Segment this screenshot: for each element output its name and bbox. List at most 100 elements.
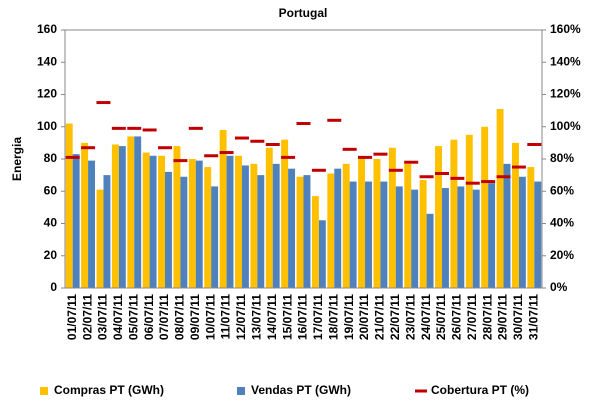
x-tick-label: 03/07/11 [96, 294, 110, 340]
bar [96, 189, 104, 288]
x-tick-label: 02/07/11 [80, 294, 94, 340]
bar [327, 173, 335, 288]
y2-tick-label: 120% [550, 87, 581, 101]
x-tick-label: 29/07/11 [496, 294, 510, 340]
bar [188, 159, 196, 288]
x-tick-label: 09/07/11 [188, 294, 202, 340]
y2-tick-label: 40% [550, 216, 574, 230]
x-tick-label: 25/07/11 [434, 294, 448, 340]
bar [496, 109, 504, 288]
x-tick-label: 20/07/11 [357, 294, 371, 340]
x-tick-label: 11/07/11 [219, 294, 233, 340]
y-tick-label: 60 [44, 183, 58, 197]
legend-label: Cobertura PT (%) [431, 383, 529, 397]
x-tick-label: 16/07/11 [296, 294, 310, 340]
bar [488, 183, 496, 288]
y2-tick-label: 100% [550, 119, 581, 133]
bar [165, 171, 172, 288]
legend-swatch [40, 387, 48, 395]
bar [219, 129, 227, 288]
bar [534, 181, 542, 288]
y2-tick-label: 140% [550, 54, 581, 68]
bar [395, 186, 403, 288]
bar [195, 160, 203, 288]
y-tick-label: 100 [37, 119, 57, 133]
legend-label: Vendas PT (GWh) [251, 383, 351, 397]
bar [404, 163, 412, 288]
bar [388, 147, 396, 288]
bar [411, 189, 419, 288]
bar [472, 189, 480, 288]
x-tick-label: 07/07/11 [157, 294, 171, 340]
x-tick-label: 10/07/11 [203, 294, 217, 340]
bar [465, 134, 473, 288]
plot-frame [64, 29, 543, 289]
legend-swatch [237, 387, 245, 395]
x-tick-label: 12/07/11 [234, 294, 248, 340]
bar [373, 159, 381, 288]
x-tick-label: 18/07/11 [326, 294, 340, 340]
y-tick-label: 140 [37, 54, 57, 68]
bar [311, 196, 319, 288]
bar [134, 136, 142, 288]
x-tick-label: 22/07/11 [388, 294, 402, 340]
x-tick-label: 13/07/11 [250, 294, 264, 340]
bar [158, 155, 166, 288]
bar [81, 142, 89, 288]
bar [118, 146, 126, 288]
x-tick-label: 01/07/11 [65, 294, 79, 340]
legend-label: Compras PT (GWh) [54, 383, 164, 397]
bar [173, 146, 181, 288]
x-tick-label: 30/07/11 [511, 294, 525, 340]
bar [250, 163, 258, 288]
bar [511, 142, 519, 288]
y-tick-label: 20 [44, 248, 58, 262]
bar [281, 139, 289, 288]
x-tick-label: 19/07/11 [342, 294, 356, 340]
bar [265, 147, 273, 288]
bar [296, 176, 304, 288]
bar [365, 181, 372, 288]
x-tick-label: 28/07/11 [480, 294, 494, 340]
bar [419, 179, 427, 288]
bar [88, 160, 96, 288]
bar [441, 188, 449, 288]
bar [334, 168, 342, 288]
bar [149, 155, 157, 288]
x-tick-label: 05/07/11 [126, 294, 140, 340]
bar [380, 181, 388, 288]
y-tick-label: 0 [50, 280, 57, 294]
bar [518, 176, 526, 288]
bar [358, 157, 366, 288]
y-tick-label: 40 [44, 216, 58, 230]
y2-tick-label: 20% [550, 248, 574, 262]
x-tick-label: 04/07/11 [111, 294, 125, 340]
chart-title: Portugal [279, 6, 328, 20]
bar [426, 213, 434, 288]
x-tick-label: 14/07/11 [265, 294, 279, 340]
bar [72, 154, 80, 288]
bar [272, 163, 280, 288]
bar [127, 136, 135, 288]
bar [257, 175, 265, 288]
x-tick-label: 06/07/11 [142, 294, 156, 340]
y-tick-label: 80 [44, 151, 58, 165]
bar [180, 176, 188, 288]
y2-tick-label: 60% [550, 183, 574, 197]
bar [241, 165, 249, 288]
y-tick-label: 160 [37, 22, 57, 36]
bar [111, 144, 119, 288]
y2-tick-label: 80% [550, 151, 574, 165]
x-tick-label: 08/07/11 [173, 294, 187, 340]
bar [142, 152, 150, 288]
bar [318, 220, 326, 288]
x-tick-label: 21/07/11 [373, 294, 387, 340]
bar [303, 175, 311, 288]
bar [103, 175, 111, 288]
bar [235, 155, 242, 288]
bar [204, 167, 212, 288]
x-tick-label: 17/07/11 [311, 294, 325, 340]
bar [481, 126, 489, 288]
x-tick-label: 26/07/11 [450, 294, 464, 340]
